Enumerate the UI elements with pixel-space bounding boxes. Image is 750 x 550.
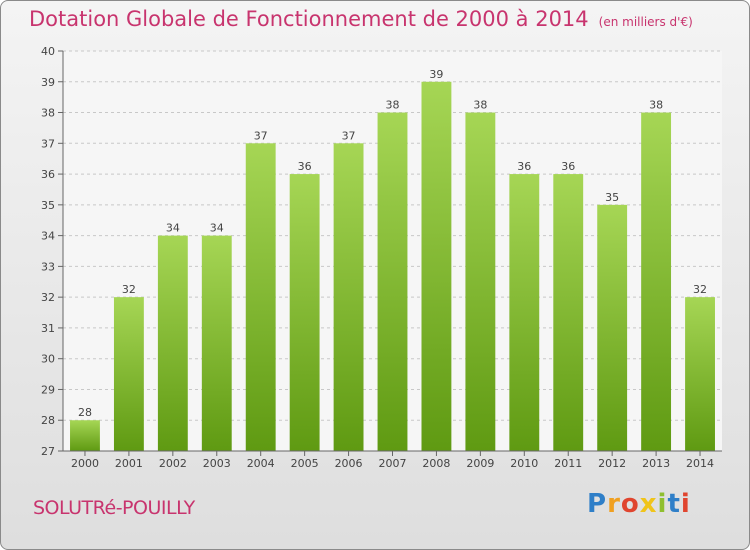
x-tick-label: 2003: [203, 457, 231, 470]
x-tick-label: 2014: [686, 457, 714, 470]
data-label: 36: [298, 160, 312, 173]
y-tick-label: 38: [41, 107, 55, 120]
logo-letter: r: [607, 489, 621, 519]
bar: [685, 297, 715, 451]
x-tick-label: 2013: [642, 457, 670, 470]
bar: [201, 235, 232, 451]
x-tick-label: 2004: [247, 457, 275, 470]
bar: [113, 297, 144, 451]
y-tick-label: 35: [41, 199, 55, 212]
bar: [245, 143, 276, 452]
bar: [377, 112, 408, 452]
y-tick-label: 30: [41, 353, 55, 366]
data-label: 34: [210, 222, 224, 235]
data-label: 28: [78, 406, 92, 419]
data-label: 35: [605, 191, 619, 204]
x-tick-label: 2000: [71, 457, 99, 470]
bar: [70, 420, 100, 451]
x-tick-label: 2005: [291, 457, 319, 470]
chart-title: Dotation Globale de Fonctionnement de 20…: [29, 7, 693, 31]
x-tick-label: 2001: [115, 457, 143, 470]
data-label: 34: [166, 222, 180, 235]
bar: [641, 112, 672, 452]
bar: [465, 112, 496, 452]
logo-letter: i: [657, 489, 668, 519]
data-label: 38: [473, 99, 487, 112]
logo-letter: P: [587, 489, 608, 519]
x-tick-label: 2012: [598, 457, 626, 470]
y-tick-label: 39: [41, 76, 55, 89]
logo-letter: o: [620, 489, 640, 519]
bar: [553, 174, 584, 452]
data-label: 36: [561, 160, 575, 173]
data-label: 32: [693, 283, 707, 296]
logo-letter: i: [680, 489, 691, 519]
y-tick-label: 27: [41, 445, 55, 458]
bar: [597, 204, 628, 451]
x-tick-label: 2006: [335, 457, 363, 470]
y-tick-label: 36: [41, 168, 55, 181]
y-tick-label: 31: [41, 322, 55, 335]
data-label: 38: [386, 99, 400, 112]
y-tick-label: 33: [41, 260, 55, 273]
x-tick-label: 2002: [159, 457, 187, 470]
x-tick-label: 2011: [554, 457, 582, 470]
x-tick-label: 2009: [466, 457, 494, 470]
y-tick-label: 40: [41, 45, 55, 58]
x-tick-label: 2007: [379, 457, 407, 470]
unit-label: (en milliers d'€): [598, 15, 693, 29]
x-tick-label: 2010: [510, 457, 538, 470]
bar: [333, 143, 364, 452]
y-tick-label: 29: [41, 383, 55, 396]
logo-letter: x: [639, 489, 658, 519]
data-label: 38: [649, 99, 663, 112]
commune-name: SOLUTRé-POUILLY: [33, 497, 195, 519]
data-label: 32: [122, 283, 136, 296]
bar: [509, 174, 540, 452]
bar: [421, 81, 452, 452]
data-label: 39: [429, 68, 443, 81]
y-tick-label: 37: [41, 137, 55, 150]
data-label: 37: [254, 129, 268, 142]
data-label: 37: [342, 129, 356, 142]
proxiti-logo: Proxiti: [587, 489, 691, 519]
data-label: 36: [517, 160, 531, 173]
y-tick-label: 32: [41, 291, 55, 304]
bar: [289, 174, 320, 452]
title-text: Dotation Globale de Fonctionnement de 20…: [29, 7, 589, 31]
bar: [157, 235, 188, 451]
logo-letter: t: [667, 489, 681, 519]
y-tick-label: 34: [41, 230, 55, 243]
y-tick-label: 28: [41, 414, 55, 427]
x-tick-label: 2008: [422, 457, 450, 470]
